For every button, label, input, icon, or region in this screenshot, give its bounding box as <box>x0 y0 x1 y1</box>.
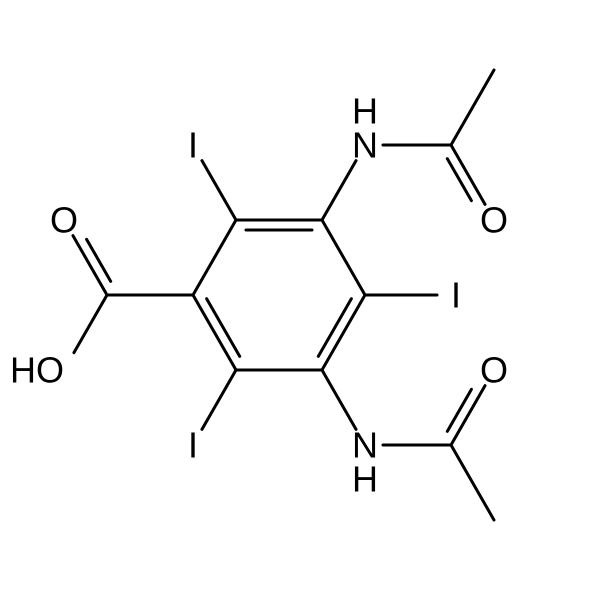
atom-label: O <box>480 350 508 391</box>
atom-label: I <box>188 125 198 166</box>
molecule-diagram: OHOIHNOINHOI <box>0 0 600 600</box>
atom-label: O <box>480 200 508 241</box>
atom-label: N <box>352 125 378 166</box>
atom-label: HO <box>10 350 64 391</box>
atom-label: I <box>188 425 198 466</box>
atom-label: H <box>352 459 378 500</box>
atom-label: O <box>50 200 78 241</box>
atom-label: I <box>451 275 461 316</box>
